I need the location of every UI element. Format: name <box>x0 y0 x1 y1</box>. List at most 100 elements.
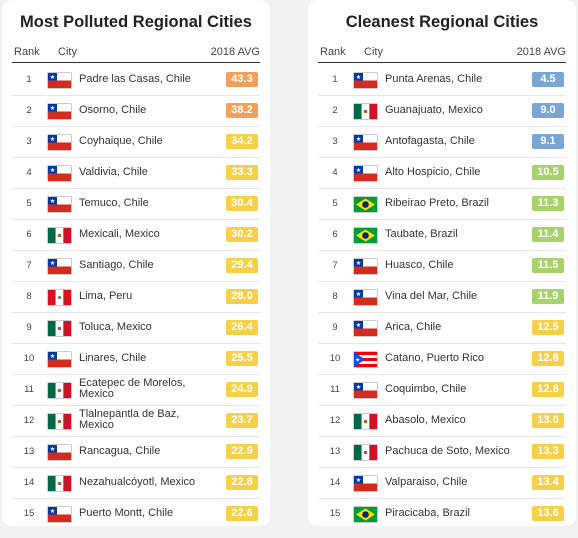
mexico-flag-icon <box>354 104 377 119</box>
aqi-value-badge: 22.8 <box>226 475 258 490</box>
table-row: 6 Mexicali, Mexico 30.2 <box>12 220 260 251</box>
table-row: 2 Guanajuato, Mexico 9.0 <box>318 96 566 127</box>
aqi-value-badge: 23.7 <box>226 413 258 428</box>
aqi-value-badge: 11.5 <box>532 258 564 273</box>
city-name: Linares, Chile <box>79 352 147 364</box>
brazil-flag-icon <box>354 197 377 212</box>
table-row: 14 Nezahualcóyotl, Mexico 22.8 <box>12 468 260 499</box>
rank-column-header: Rank <box>320 46 346 58</box>
brazil-flag-icon <box>354 507 377 522</box>
most-polluted-panel: Most Polluted Regional Cities Rank City … <box>2 0 270 526</box>
city-name: Pachuca de Soto, Mexico <box>385 445 510 457</box>
chile-flag-icon <box>354 476 377 491</box>
table-header: Rank City 2018 AVG <box>12 46 260 63</box>
table-row: 8 Lima, Peru 28.0 <box>12 282 260 313</box>
aqi-value-badge: 43.3 <box>226 72 258 87</box>
peru-flag-icon <box>48 290 71 305</box>
city-column-header: City <box>58 46 77 58</box>
table-row: 1 Punta Arenas, Chile 4.5 <box>318 65 566 96</box>
table-row: 12 Tlalnepantla de Baz, Mexico 23.7 <box>12 406 260 437</box>
table-row: 4 Valdivia, Chile 33.3 <box>12 158 260 189</box>
chile-flag-icon <box>48 507 71 522</box>
mexico-flag-icon <box>48 321 71 336</box>
chile-flag-icon <box>354 166 377 181</box>
rank-cell: 10 <box>23 353 35 364</box>
chile-flag-icon <box>354 290 377 305</box>
chile-flag-icon <box>48 73 71 88</box>
rank-cell: 8 <box>332 291 338 302</box>
table-row: 5 Ribeirao Preto, Brazil 11.3 <box>318 189 566 220</box>
table-row: 7 Santiago, Chile 29.4 <box>12 251 260 282</box>
rank-cell: 11 <box>24 384 34 395</box>
table-row: 15 Piracicaba, Brazil 13.6 <box>318 499 566 529</box>
table-row: 11 Coquimbo, Chile 12.8 <box>318 375 566 406</box>
aqi-value-badge: 30.2 <box>226 227 258 242</box>
city-name: Arica, Chile <box>385 321 442 333</box>
chile-flag-icon <box>354 135 377 150</box>
rank-cell: 9 <box>26 322 32 333</box>
cleanest-panel: Cleanest Regional Cities Rank City 2018 … <box>308 0 576 526</box>
mexico-flag-icon <box>48 228 71 243</box>
chile-flag-icon <box>354 383 377 398</box>
rank-cell: 7 <box>26 260 32 271</box>
city-name: Ecatepec de Morelos, Mexico <box>79 377 186 400</box>
aqi-value-badge: 4.5 <box>532 72 564 87</box>
rank-cell: 1 <box>26 74 32 85</box>
table-row: 13 Rancagua, Chile 22.9 <box>12 437 260 468</box>
aqi-value-badge: 28.0 <box>226 289 258 304</box>
rank-cell: 1 <box>332 74 338 85</box>
table-header: Rank City 2018 AVG <box>318 46 566 63</box>
aqi-value-badge: 13.0 <box>532 413 564 428</box>
table-row: 9 Toluca, Mexico 26.4 <box>12 313 260 344</box>
table-row: 2 Osorno, Chile 38.2 <box>12 96 260 127</box>
city-name: Punta Arenas, Chile <box>385 73 483 85</box>
aqi-value-badge: 9.0 <box>532 103 564 118</box>
city-name: Coquimbo, Chile <box>385 383 467 395</box>
table-row: 12 Abasolo, Mexico 13.0 <box>318 406 566 437</box>
table-row: 14 Valparaiso, Chile 13.4 <box>318 468 566 499</box>
table-row: 5 Temuco, Chile 30.4 <box>12 189 260 220</box>
city-name: Huasco, Chile <box>385 259 454 271</box>
table-row: 9 Arica, Chile 12.5 <box>318 313 566 344</box>
city-name: Nezahualcóyotl, Mexico <box>79 476 196 488</box>
rank-cell: 13 <box>23 446 35 457</box>
mexico-flag-icon <box>354 414 377 429</box>
aqi-value-badge: 9.1 <box>532 134 564 149</box>
chile-flag-icon <box>48 197 71 212</box>
aqi-value-badge: 29.4 <box>226 258 258 273</box>
rank-cell: 3 <box>332 136 338 147</box>
table-body: 1 Punta Arenas, Chile 4.5 2 Guanajuato, Mexi… <box>318 65 566 529</box>
rank-cell: 2 <box>26 105 32 116</box>
rank-cell: 13 <box>329 446 341 457</box>
rank-cell: 2 <box>332 105 338 116</box>
chile-flag-icon <box>354 259 377 274</box>
table-row: 6 Taubate, Brazil 11.4 <box>318 220 566 251</box>
avg-column-header: 2018 AVG <box>210 46 260 58</box>
mexico-flag-icon <box>48 476 71 491</box>
table-body: 1 Padre las Casas, Chile 43.3 2 Osorno, Chil… <box>12 65 260 529</box>
puerto-rico-flag-icon <box>354 352 377 367</box>
city-name: Taubate, Brazil <box>385 228 458 240</box>
avg-column-header: 2018 AVG <box>516 46 566 58</box>
aqi-value-badge: 12.8 <box>532 351 564 366</box>
table-row: 11 Ecatepec de Morelos, Mexico 24.9 <box>12 375 260 406</box>
aqi-value-badge: 10.5 <box>532 165 564 180</box>
aqi-value-badge: 33.3 <box>226 165 258 180</box>
city-name: Piracicaba, Brazil <box>385 507 470 519</box>
rank-cell: 4 <box>332 167 338 178</box>
table-row: 10 Linares, Chile 25.5 <box>12 344 260 375</box>
table-row: 8 Vina del Mar, Chile 11.9 <box>318 282 566 313</box>
rank-cell: 5 <box>26 198 32 209</box>
city-name: Antofagasta, Chile <box>385 135 475 147</box>
city-name: Osorno, Chile <box>79 104 147 116</box>
rank-cell: 14 <box>23 477 35 488</box>
city-name: Mexicali, Mexico <box>79 228 160 240</box>
rank-cell: 7 <box>332 260 338 271</box>
rank-cell: 10 <box>329 353 341 364</box>
aqi-value-badge: 22.9 <box>226 444 258 459</box>
rank-cell: 3 <box>26 136 32 147</box>
chile-flag-icon <box>48 135 71 150</box>
aqi-value-badge: 12.8 <box>532 382 564 397</box>
brazil-flag-icon <box>354 228 377 243</box>
aqi-value-badge: 11.9 <box>532 289 564 304</box>
